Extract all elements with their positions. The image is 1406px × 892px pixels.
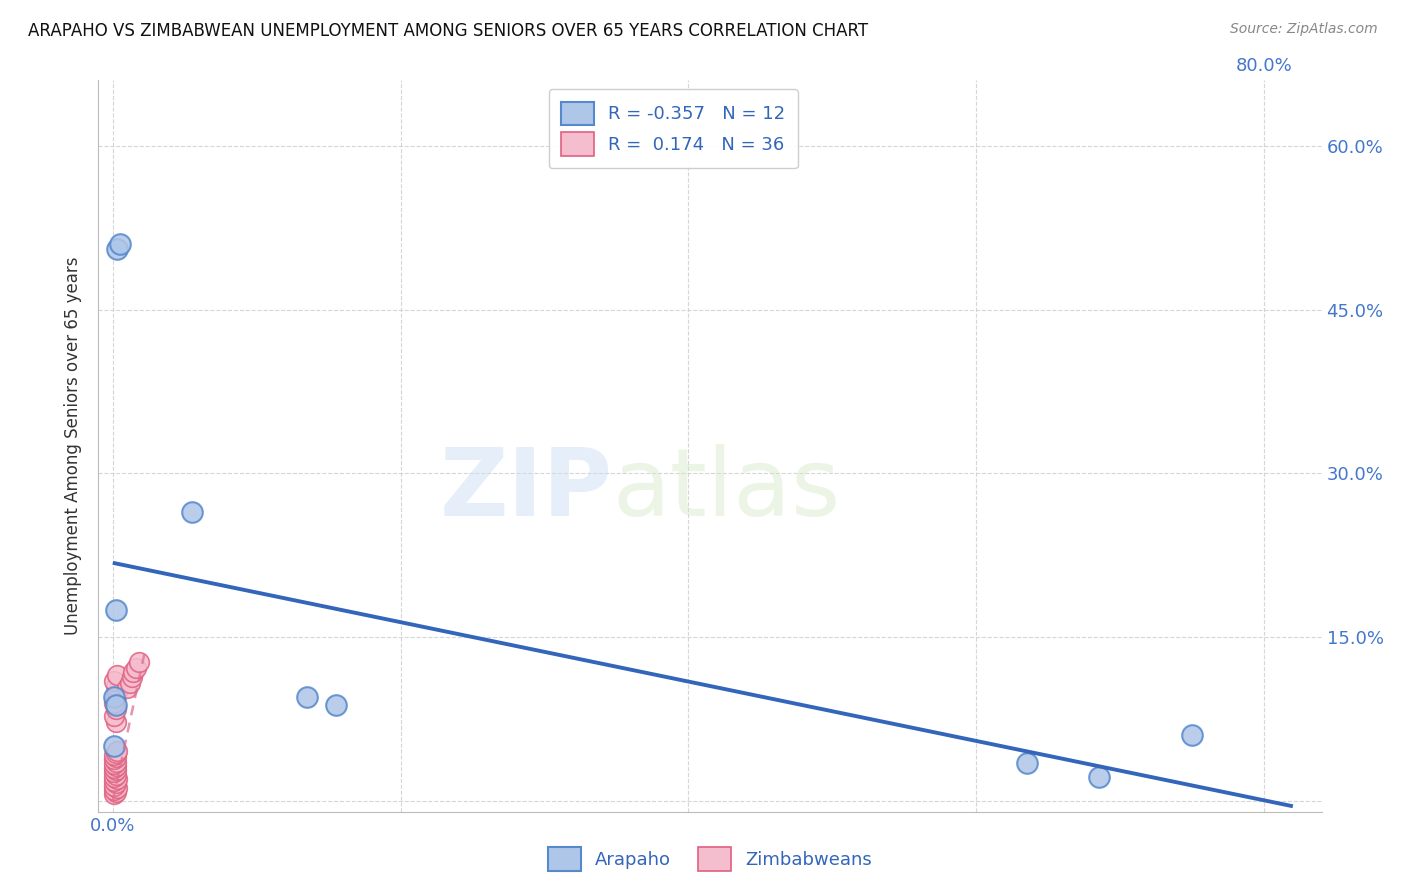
Point [103,761,125,775]
Text: ZIP: ZIP [439,444,612,536]
Point [104,702,127,716]
Point [120,676,142,690]
Point [104,759,127,773]
Point [104,750,127,764]
Point [105,668,128,682]
Text: atlas: atlas [612,444,841,536]
Point [104,767,127,781]
Point [128,655,150,669]
Point [105,684,128,698]
Point [103,673,125,688]
Point [104,715,127,730]
Point [103,696,125,710]
Point [103,783,125,797]
Point [104,785,127,799]
Point [103,708,125,723]
Point [122,665,145,679]
Point [103,752,125,766]
Point [104,763,127,777]
Point [103,770,125,784]
Point [181,504,204,518]
Point [104,679,127,693]
Text: Source: ZipAtlas.com: Source: ZipAtlas.com [1230,22,1378,37]
Point [1015,756,1038,770]
Point [103,756,125,771]
Point [115,681,138,696]
Point [103,787,125,801]
Point [104,755,127,769]
Y-axis label: Unemployment Among Seniors over 65 years: Unemployment Among Seniors over 65 years [65,257,83,635]
Point [121,670,143,684]
Point [103,739,125,754]
Legend: Arapaho, Zimbabweans: Arapaho, Zimbabweans [536,835,884,883]
Point [1181,728,1204,742]
Point [105,772,128,786]
Point [103,779,125,793]
Point [104,776,127,790]
Point [1087,770,1109,784]
Text: ARAPAHO VS ZIMBABWEAN UNEMPLOYMENT AMONG SENIORS OVER 65 YEARS CORRELATION CHART: ARAPAHO VS ZIMBABWEAN UNEMPLOYMENT AMONG… [28,22,869,40]
Point [103,690,125,704]
Point [103,765,125,780]
Point [325,698,347,712]
Point [104,689,127,703]
Point [103,774,125,789]
Point [104,603,127,617]
Point [104,746,127,760]
Point [108,237,131,252]
Point [104,698,127,712]
Point [105,743,128,757]
Point [125,660,148,674]
Point [103,747,125,762]
Point [105,243,128,257]
Point [105,780,128,795]
Point [295,690,318,704]
